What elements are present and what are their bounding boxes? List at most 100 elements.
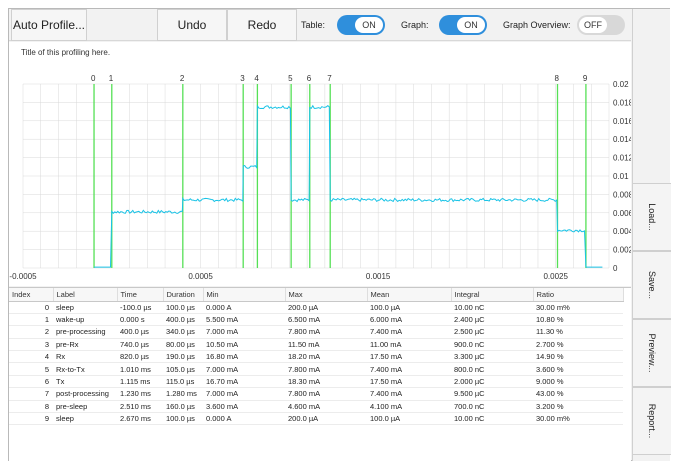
table-toggle-label: Table: — [301, 20, 326, 30]
table-body: 0 sleep -100.0 µs 100.0 µs 0.000 A 200.0 µA 10… — [9, 301, 623, 426]
cell-duration: 1.280 ms — [163, 387, 203, 401]
cell-label: pre-Rx — [53, 338, 117, 352]
cell-index: 5 — [9, 362, 53, 376]
cell-time: 400.0 µs — [117, 325, 163, 339]
column-header-max[interactable]: Max — [285, 288, 368, 302]
table-row[interactable]: 8 pre-sleep 2.510 ms 160.0 µs 3.600 mA 4.600 … — [9, 400, 623, 414]
marker-label-7: 7 — [327, 74, 332, 83]
table-row[interactable]: 2 pre-processing 400.0 µs 340.0 µs 7.000 mA 7… — [9, 325, 623, 339]
cell-time: 1.010 ms — [117, 362, 163, 376]
cell-integral: 10.00 nC — [451, 301, 533, 314]
current-profile-chart[interactable]: Title of this profiling here. 0 0.002 0.00… — [9, 42, 631, 286]
cell-duration: 80.00 µs — [163, 338, 203, 352]
y-tick-label: 0.004 — [613, 227, 631, 236]
table-row[interactable]: 5 Rx-to-Tx 1.010 ms 105.0 µs 7.000 mA 7.800 m… — [9, 362, 623, 376]
cell-index: 3 — [9, 338, 53, 352]
y-tick-label: 0.014 — [613, 135, 631, 144]
y-tick-label: 0.012 — [613, 154, 631, 163]
cell-index: 1 — [9, 313, 53, 327]
cell-ratio: 11.30 % — [533, 325, 623, 339]
cell-max: 7.800 mA — [285, 362, 367, 376]
cell-max: 18.30 mA — [285, 375, 367, 389]
cell-mean: 100.0 µA — [367, 412, 451, 426]
segments-table: Index Label Time Duration Min Max Mean Integral… — [9, 288, 624, 426]
cell-ratio: 14.90 % — [533, 350, 623, 364]
column-header-label[interactable]: Label — [53, 288, 118, 302]
cell-duration: 340.0 µs — [163, 325, 203, 339]
undo-button[interactable]: Undo — [157, 9, 227, 41]
chart-title: Title of this profiling here. — [21, 48, 111, 57]
cell-mean: 7.400 mA — [367, 325, 451, 339]
cell-duration: 190.0 µs — [163, 350, 203, 364]
auto-profile-button[interactable]: Auto Profile... — [11, 9, 87, 41]
cell-time: 0.000 s — [117, 313, 163, 327]
table-row[interactable]: 3 pre-Rx 740.0 µs 80.00 µs 10.50 mA 11.50 mA 1… — [9, 338, 623, 352]
cell-mean: 6.000 mA — [367, 313, 451, 327]
graph-overview-toggle[interactable]: OFF — [577, 15, 625, 35]
cell-min: 7.000 mA — [203, 387, 285, 401]
redo-button[interactable]: Redo — [227, 9, 297, 41]
cell-index: 0 — [9, 301, 53, 314]
cell-label: Rx-to-Tx — [53, 362, 117, 376]
cell-time: 1.115 ms — [117, 375, 163, 389]
cell-ratio: 30.00 m% — [533, 301, 623, 314]
cell-integral: 10.00 nC — [451, 412, 533, 426]
table-row[interactable]: 0 sleep -100.0 µs 100.0 µs 0.000 A 200.0 µA 10… — [9, 301, 623, 314]
report-button[interactable]: Report... — [633, 387, 671, 455]
preview-button[interactable]: Preview... — [633, 319, 671, 387]
cell-mean: 4.100 mA — [367, 400, 451, 414]
cell-time: 2.670 ms — [117, 412, 163, 426]
table-row[interactable]: 7 post-processing 1.230 ms 1.280 ms 7.000 mA… — [9, 387, 623, 401]
cell-min: 16.80 mA — [203, 350, 285, 364]
graph-toggle-label: Graph: — [401, 20, 429, 30]
cell-index: 8 — [9, 400, 53, 414]
column-header-mean[interactable]: Mean — [367, 288, 452, 302]
table-row[interactable]: 4 Rx 820.0 µs 190.0 µs 16.80 mA 18.20 mA 17.50… — [9, 350, 623, 364]
cell-min: 0.000 A — [203, 412, 285, 426]
cell-max: 6.500 mA — [285, 313, 367, 327]
cell-min: 0.000 A — [203, 301, 285, 314]
cell-min: 3.600 mA — [203, 400, 285, 414]
column-header-min[interactable]: Min — [203, 288, 286, 302]
graph-toggle-state: ON — [457, 17, 485, 33]
marker-label-1: 1 — [109, 74, 114, 83]
cell-ratio: 10.80 % — [533, 313, 623, 327]
table-row[interactable]: 9 sleep 2.670 ms 100.0 µs 0.000 A 200.0 µA 100… — [9, 412, 623, 426]
cell-integral: 2.500 µC — [451, 325, 533, 339]
graph-toggle[interactable]: ON — [439, 15, 487, 35]
x-tick-label: 0.0005 — [188, 272, 213, 281]
cell-time: 1.230 ms — [117, 387, 163, 401]
cell-min: 16.70 mA — [203, 375, 285, 389]
graph-overview-toggle-state: OFF — [579, 17, 607, 33]
table-toggle[interactable]: ON — [337, 15, 385, 35]
column-header-index[interactable]: Index — [9, 288, 54, 302]
table-row[interactable]: 1 wake-up 0.000 s 400.0 µs 5.500 mA 6.500 mA 6… — [9, 313, 623, 327]
cell-max: 18.20 mA — [285, 350, 367, 364]
save-button[interactable]: Save... — [633, 251, 671, 319]
marker-label-3: 3 — [240, 74, 245, 83]
cell-ratio: 2.700 % — [533, 338, 623, 352]
column-header-duration[interactable]: Duration — [163, 288, 204, 302]
load-button[interactable]: Load... — [633, 183, 671, 251]
marker-label-0: 0 — [91, 74, 96, 83]
column-header-time[interactable]: Time — [117, 288, 164, 302]
report-button-label: Report... — [647, 403, 657, 439]
cell-ratio: 3.200 % — [533, 400, 623, 414]
column-header-integral[interactable]: Integral — [451, 288, 534, 302]
cell-mean: 11.00 mA — [367, 338, 451, 352]
marker-label-5: 5 — [288, 74, 293, 83]
toolbar: Auto Profile... Undo Redo Table: ON Grap… — [9, 9, 631, 41]
table-row[interactable]: 6 Tx 1.115 ms 115.0 µs 16.70 mA 18.30 mA 17.50… — [9, 375, 623, 389]
chart-canvas[interactable]: 0 0.002 0.004 0.006 0.008 0.01 0.012 0.014 0.016… — [9, 42, 631, 286]
cell-integral: 2.400 µC — [451, 313, 533, 327]
cell-integral: 9.500 µC — [451, 387, 533, 401]
cell-ratio: 9.000 % — [533, 375, 623, 389]
cell-index: 6 — [9, 375, 53, 389]
cell-integral: 700.0 nC — [451, 400, 533, 414]
side-panel: Load... Save... Preview... Report... — [632, 9, 671, 461]
y-tick-label: 0.016 — [613, 117, 631, 126]
y-tick-label: 0.008 — [613, 190, 631, 199]
profiler-window: Auto Profile... Undo Redo Table: ON Grap… — [8, 8, 671, 461]
y-tick-label: 0.002 — [613, 246, 631, 255]
column-header-ratio[interactable]: Ratio — [533, 288, 624, 302]
